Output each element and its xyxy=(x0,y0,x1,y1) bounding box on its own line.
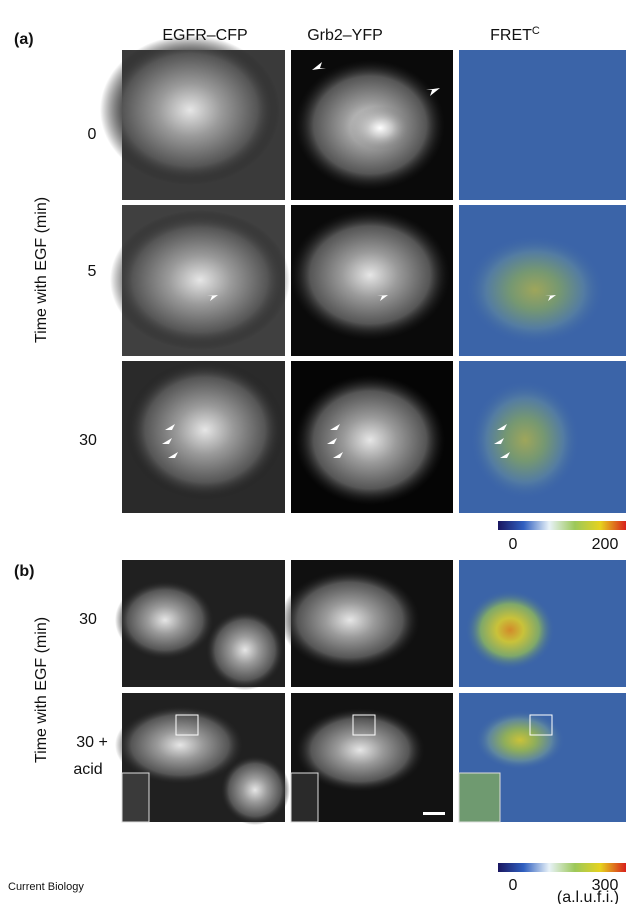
column-header: Grb2–YFP xyxy=(307,27,383,44)
colorbar-label: 200 xyxy=(592,536,619,553)
panel-label: (b) xyxy=(14,563,34,580)
colorbar xyxy=(498,863,626,872)
micrographs-a xyxy=(100,35,626,513)
column-header: FRETC xyxy=(490,25,540,44)
footer: Current Biology xyxy=(8,881,84,893)
row-label: 30 + xyxy=(76,734,108,751)
row-label: 0 xyxy=(88,126,97,143)
row-label: 5 xyxy=(88,263,97,280)
row-label: 30 xyxy=(79,432,97,449)
row-label: acid xyxy=(73,761,102,778)
figure: (a) EGFR–CFP Grb2–YFP FRETC Time with EG… xyxy=(0,0,642,904)
colorbar-label: 0 xyxy=(509,877,518,894)
row-label: 30 xyxy=(79,611,97,628)
header-superscript: C xyxy=(532,25,540,37)
axis-label: Time with EGF (min) xyxy=(33,617,50,763)
header-text: FRET xyxy=(490,27,532,44)
colorbar-unit: (a.l.u.f.i.) xyxy=(557,889,619,904)
micrographs-b xyxy=(115,560,626,825)
colorbar-label: 0 xyxy=(509,536,518,553)
panel-label: (a) xyxy=(14,31,34,48)
axis-label: Time with EGF (min) xyxy=(33,197,50,343)
colorbar xyxy=(498,521,626,530)
